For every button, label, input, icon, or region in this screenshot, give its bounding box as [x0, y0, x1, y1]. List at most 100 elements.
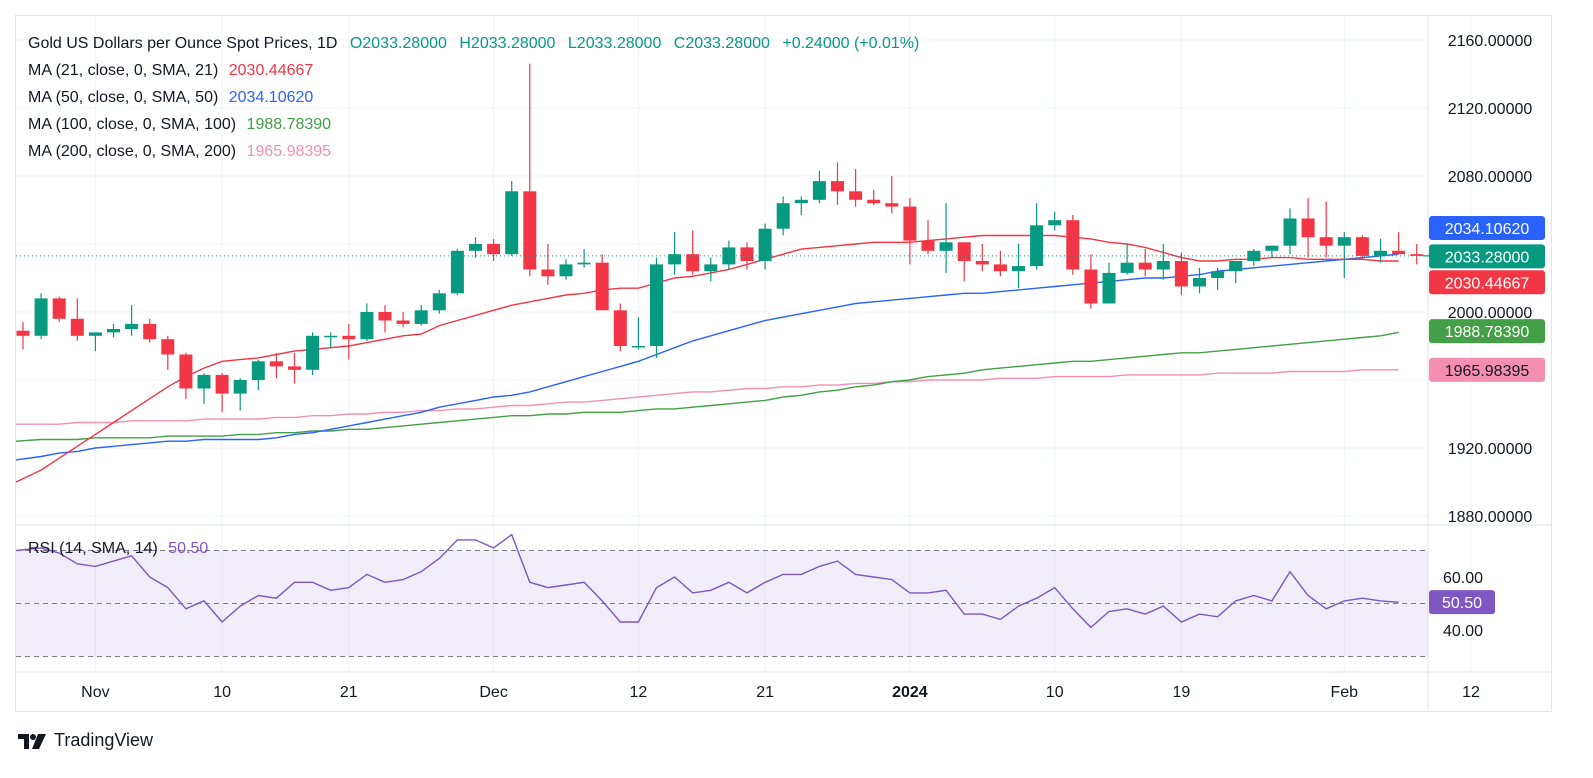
candle-body	[125, 323, 139, 329]
rsi-label: RSI (14, SMA, 14)	[28, 540, 158, 557]
rsi-line	[15, 533, 1399, 629]
candle-body	[1410, 254, 1424, 256]
time-tick-label: 21	[340, 684, 358, 701]
price-tick-label: 1880.00000	[1448, 509, 1533, 526]
time-tick-label: 12	[630, 684, 648, 701]
price-tick-label: 1920.00000	[1448, 441, 1533, 458]
candle-body	[1156, 261, 1170, 270]
close-value: C2033.28000	[673, 35, 770, 52]
ma21-price-tag-text: 2030.44667	[1445, 275, 1530, 292]
legend-ma100[interactable]: MA (100, close, 0, SMA, 100) 1988.78390	[28, 111, 919, 138]
rsi-value-tag	[1429, 590, 1495, 615]
legend-ma200[interactable]: MA (200, close, 0, SMA, 200) 1965.98395	[28, 138, 919, 165]
ma21-price-tag	[1429, 270, 1545, 295]
candle-body	[776, 203, 790, 229]
candle-body	[831, 181, 844, 192]
candle-body	[577, 262, 591, 265]
candle-body	[1012, 266, 1025, 272]
candle-body	[396, 320, 410, 324]
candle-body	[215, 374, 229, 394]
candle-body	[704, 264, 718, 272]
candle-body	[269, 361, 283, 367]
legend-ma21[interactable]: MA (21, close, 0, SMA, 21) 2030.44667	[28, 57, 919, 84]
candle-body	[197, 374, 211, 389]
candle-body	[450, 250, 464, 294]
candle-body	[432, 293, 446, 311]
candle-body	[414, 310, 428, 324]
candle-body	[758, 228, 772, 261]
candle-body	[1265, 245, 1279, 251]
candle-body	[288, 366, 301, 370]
ma100-label: MA (100, close, 0, SMA, 100)	[28, 116, 237, 133]
ma21-line	[15, 234, 1399, 483]
ma50-price-tag	[1429, 216, 1545, 241]
candle-body	[812, 181, 826, 200]
candle-body	[487, 244, 501, 255]
candle-body	[975, 261, 989, 265]
candle-body	[1229, 261, 1243, 272]
candle-body	[903, 206, 917, 241]
candle-body	[993, 264, 1007, 272]
candle-body	[939, 242, 953, 251]
time-tick-label: 21	[756, 684, 774, 701]
candle-body	[849, 191, 863, 200]
candle-body	[52, 298, 66, 319]
time-tick-label: Nov	[81, 684, 109, 701]
candle-body	[469, 244, 482, 251]
candle-body	[306, 335, 320, 370]
candle-body	[1283, 218, 1297, 246]
chart-frame	[15, 15, 1552, 712]
brand-name: TradingView	[54, 730, 154, 750]
price-tick-label: 2080.00000	[1448, 169, 1533, 186]
candle-body	[1247, 250, 1261, 261]
rsi-tick-label: 40.00	[1443, 623, 1483, 640]
legend-ma50[interactable]: MA (50, close, 0, SMA, 50) 2034.10620	[28, 84, 919, 111]
candle-body	[1211, 271, 1225, 278]
change-value: +0.24000 (+0.01%)	[782, 35, 920, 52]
time-tick-label: Feb	[1331, 684, 1359, 701]
ma21-value: 2030.44667	[228, 62, 314, 79]
candle-body	[161, 339, 175, 355]
candle-body	[1392, 250, 1406, 255]
candle-body	[1066, 220, 1080, 270]
time-tick-label: Dec	[479, 684, 507, 701]
last-price-tag-text: 2033.28000	[1445, 249, 1530, 266]
ma100-price-tag	[1429, 319, 1545, 344]
legend-ohlc-row: Gold US Dollars per Ounce Spot Prices, 1…	[28, 30, 919, 57]
low-value: L2033.28000	[567, 35, 662, 52]
candle-body	[1374, 250, 1387, 256]
rsi-value-tag-text: 50.50	[1442, 595, 1482, 612]
rsi-legend[interactable]: RSI (14, SMA, 14) 50.50	[28, 540, 208, 558]
candle-body	[921, 240, 935, 251]
candle-body	[957, 242, 971, 261]
ma200-price-tag	[1429, 357, 1545, 382]
candle-body	[595, 262, 609, 311]
candle-body	[1193, 278, 1206, 287]
price-tick-label: 2120.00000	[1448, 101, 1533, 118]
time-tick-label: 10	[1046, 684, 1064, 701]
candle-body	[342, 335, 356, 340]
candle-body	[1084, 269, 1098, 304]
time-tick-label: 2024	[892, 684, 928, 701]
high-value: H2033.28000	[459, 35, 556, 52]
ma100-line	[15, 331, 1399, 442]
tradingview-logo[interactable]: TradingView	[18, 730, 153, 751]
tradingview-logo-icon	[18, 733, 46, 749]
ma200-value: 1965.98395	[246, 143, 332, 160]
time-tick-label: 19	[1173, 684, 1191, 701]
candle-body	[1319, 237, 1333, 246]
candle-body	[505, 191, 519, 255]
ma50-price-tag-text: 2034.10620	[1445, 221, 1530, 238]
rsi-legend-value: 50.50	[168, 540, 209, 557]
candle-body	[740, 247, 754, 261]
candle-body	[360, 312, 374, 340]
candle-body	[541, 269, 555, 277]
candle-body	[16, 330, 30, 336]
ma200-price-tag-text: 1965.98395	[1445, 363, 1530, 380]
symbol-title[interactable]: Gold US Dollars per Ounce Spot Prices, 1…	[28, 35, 338, 52]
open-value: O2033.28000	[349, 35, 447, 52]
candle-body	[143, 323, 157, 340]
last-price-tag	[1429, 244, 1545, 269]
candle-body	[1138, 262, 1152, 270]
